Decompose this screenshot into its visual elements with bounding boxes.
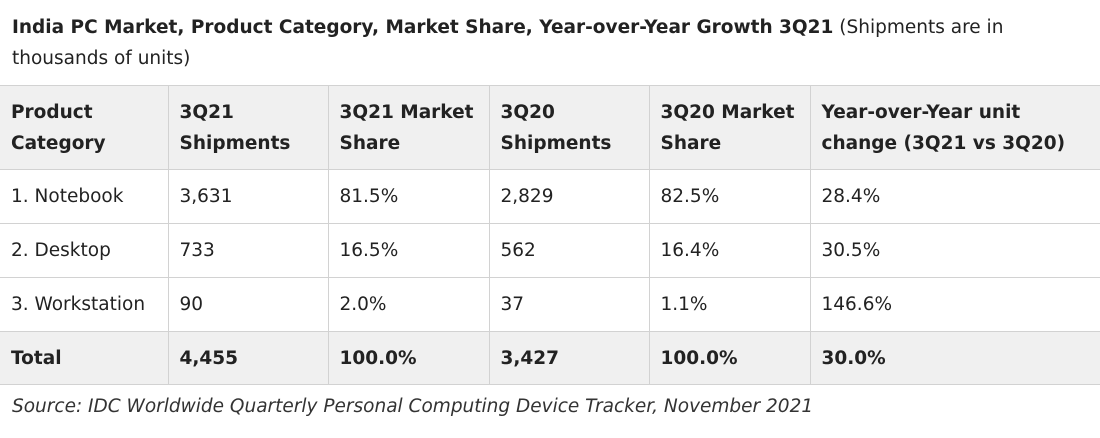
table-cell: 2,829: [488, 169, 650, 224]
header-product-category: Product Category: [0, 85, 169, 170]
total-cell: 100.0%: [327, 331, 490, 385]
table-cell: 28.4%: [809, 169, 1100, 224]
header-3q20-shipments: 3Q20 Shipments: [488, 85, 650, 170]
table-cell: 82.5%: [648, 169, 811, 224]
header-3q20-market-share: 3Q20 Market Share: [648, 85, 811, 170]
total-cell: 3,427: [488, 331, 650, 385]
total-cell: 100.0%: [648, 331, 811, 385]
header-3q21-market-share: 3Q21 Market Share: [327, 85, 490, 170]
table-cell: 562: [488, 223, 650, 278]
header-yoy-unit-change: Year-over-Year unit change (3Q21 vs 3Q20…: [809, 85, 1100, 170]
table-cell: 733: [167, 223, 329, 278]
table-cell: 37: [488, 277, 650, 332]
table-cell: 81.5%: [327, 169, 490, 224]
table-row: 1. Notebook 3,631 81.5% 2,829 82.5% 28.4…: [0, 169, 1100, 224]
table-cell: 3,631: [167, 169, 329, 224]
total-cell: 30.0%: [809, 331, 1100, 385]
table-row: 3. Workstation 90 2.0% 37 1.1% 146.6%: [0, 277, 1100, 332]
table-cell: 1.1%: [648, 277, 811, 332]
table-cell: 16.5%: [327, 223, 490, 278]
table-unit-note: (Shipments are in thousands of units): [12, 17, 1004, 69]
market-share-table: Product Category 3Q21 Shipments 3Q21 Mar…: [0, 85, 1100, 385]
table-cell: 16.4%: [648, 223, 811, 278]
header-3q21-shipments: 3Q21 Shipments: [167, 85, 329, 170]
table-row: 2. Desktop 733 16.5% 562 16.4% 30.5%: [0, 223, 1100, 278]
table-cell: 2.0%: [327, 277, 490, 332]
source-note: Source: IDC Worldwide Quarterly Personal…: [12, 396, 814, 417]
table-cell: 3. Workstation: [0, 277, 169, 332]
table-cell: 30.5%: [809, 223, 1100, 278]
table-total-row: Total 4,455 100.0% 3,427 100.0% 30.0%: [0, 331, 1100, 385]
table-caption: India PC Market, Product Category, Marke…: [12, 12, 1082, 74]
table-cell: 1. Notebook: [0, 169, 169, 224]
total-cell: 4,455: [167, 331, 329, 385]
table-cell: 90: [167, 277, 329, 332]
table-header-row: Product Category 3Q21 Shipments 3Q21 Mar…: [0, 85, 1100, 170]
table-cell: 2. Desktop: [0, 223, 169, 278]
table-cell: 146.6%: [809, 277, 1100, 332]
total-cell: Total: [0, 331, 169, 385]
table-title: India PC Market, Product Category, Marke…: [12, 17, 834, 38]
